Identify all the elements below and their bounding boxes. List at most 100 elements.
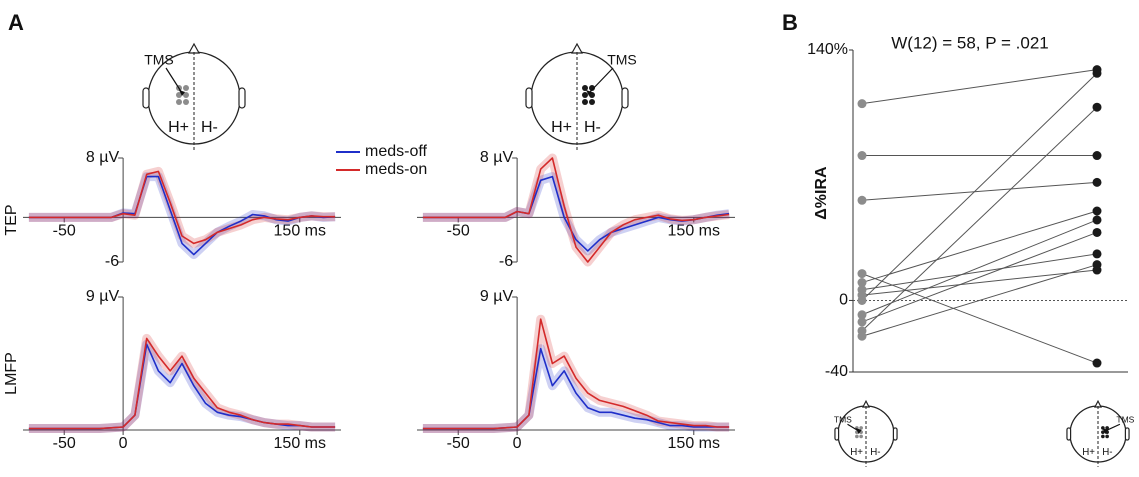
y-tick-label: 140% <box>807 41 848 58</box>
x-tick-label: -50 <box>447 435 470 452</box>
pair-line <box>861 219 1098 316</box>
hemisphere-label: H+ <box>168 119 189 136</box>
electrode <box>582 99 588 105</box>
y-tick-label: 8 µV <box>480 149 514 166</box>
y-axis-label: TEP <box>3 204 20 235</box>
point <box>1092 227 1102 237</box>
y-axis-label: Δ%IRA <box>813 166 830 220</box>
point <box>857 195 867 205</box>
point <box>1092 206 1102 216</box>
point <box>1092 68 1102 78</box>
head-nose <box>187 42 201 54</box>
head-ear <box>238 87 246 109</box>
electrode <box>859 434 863 439</box>
hemisphere-label: H- <box>584 119 601 136</box>
error-band <box>422 314 730 433</box>
pair-line <box>861 231 1098 323</box>
pair-line <box>861 273 1098 364</box>
electrode <box>176 99 182 105</box>
electrode <box>1101 434 1105 439</box>
series-line <box>28 170 336 245</box>
electrode <box>183 85 189 91</box>
electrode <box>855 434 859 439</box>
panel-label: B <box>782 10 798 35</box>
pair-line <box>861 269 1098 296</box>
stim-arrowhead <box>855 427 862 434</box>
x-tick-label: -50 <box>447 223 470 240</box>
stim-label: TMS <box>834 414 852 424</box>
point <box>857 331 867 341</box>
x-tick-label: -50 <box>53 223 76 240</box>
electrode <box>183 92 189 98</box>
panel-label: A <box>8 10 24 35</box>
stim-label: TMS <box>607 52 637 68</box>
point <box>857 310 867 320</box>
point <box>857 295 867 305</box>
stim-arrowhead <box>586 90 592 96</box>
hemisphere-label: H+ <box>850 447 863 458</box>
x-tick-label: 0 <box>119 435 128 452</box>
series-line <box>28 337 336 430</box>
stim-label: TMS <box>144 52 174 68</box>
legend-label: meds-off <box>365 143 428 160</box>
point <box>1092 358 1102 368</box>
x-tick-label: 0 <box>513 435 522 452</box>
y-tick-label: 8 µV <box>86 149 120 166</box>
y-tick-label: 9 µV <box>480 288 514 305</box>
stim-arrowhead <box>179 90 185 96</box>
pair-line <box>861 106 1098 332</box>
stim-label: TMS <box>1116 414 1134 424</box>
x-tick-label: 150 ms <box>274 435 326 452</box>
head-nose <box>570 42 584 54</box>
point <box>857 278 867 288</box>
series-line <box>422 318 730 430</box>
electrode <box>1105 434 1109 439</box>
electrode <box>1105 426 1109 430</box>
electrode <box>176 92 182 98</box>
error-band <box>422 344 730 433</box>
point <box>857 317 867 327</box>
head-ear <box>892 427 898 441</box>
electrode <box>589 85 595 91</box>
series-line <box>422 157 730 263</box>
electrode <box>859 426 863 430</box>
point <box>857 151 867 161</box>
x-tick-label: 150 ms <box>274 223 326 240</box>
electrode <box>1101 430 1105 434</box>
head-ear <box>525 87 533 109</box>
pair-line <box>861 69 1098 105</box>
point <box>857 269 867 279</box>
hemisphere-label: H- <box>870 447 880 458</box>
point <box>1092 151 1102 161</box>
point <box>1092 215 1102 225</box>
x-tick-label: 150 ms <box>668 223 720 240</box>
point <box>1092 177 1102 187</box>
legend-label: meds-on <box>365 161 427 178</box>
pair-line <box>861 210 1098 284</box>
x-tick-label: -50 <box>53 435 76 452</box>
error-band <box>28 333 336 433</box>
pair-line <box>861 181 1098 201</box>
electrode <box>582 92 588 98</box>
hemisphere-label: H- <box>1102 447 1112 458</box>
y-tick-label: -6 <box>105 253 119 270</box>
head-ear <box>142 87 150 109</box>
y-tick-label: -6 <box>499 253 513 270</box>
stim-arrowhead <box>1102 427 1109 434</box>
y-tick-label: 0 <box>839 292 848 309</box>
y-tick-label: 9 µV <box>86 288 120 305</box>
point <box>1092 102 1102 112</box>
pair-line <box>861 264 1098 337</box>
chart-title: W(12) = 58, P = .021 <box>891 33 1049 52</box>
point <box>1092 260 1102 270</box>
stim-arrow <box>588 67 614 94</box>
head-ear <box>1066 427 1072 441</box>
y-tick-label: -40 <box>825 363 848 380</box>
y-axis-label: LMFP <box>3 352 20 395</box>
pair-line <box>861 72 1098 301</box>
hemisphere-label: H+ <box>1082 447 1095 458</box>
electrode <box>589 99 595 105</box>
point <box>857 99 867 109</box>
stim-arrow <box>165 67 183 94</box>
